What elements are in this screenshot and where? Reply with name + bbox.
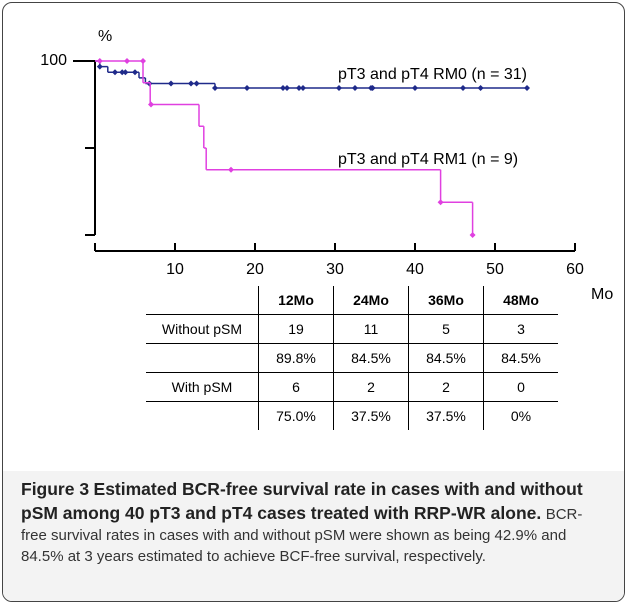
x-tick-label: 50: [486, 261, 504, 278]
table-cell: 0: [483, 372, 558, 402]
censor-mark: [119, 69, 126, 76]
legend-label: pT3 and pT4 RM1 (n = 9): [338, 151, 518, 168]
censor-mark: [300, 84, 306, 91]
table-cell: 84.5%: [333, 343, 409, 373]
caption-text: BCR-free survival rates in cases with an…: [21, 506, 583, 565]
data-table: 12Mo 24Mo 36Mo 48Mo Without pSM 19 11 5 3 89.8% 84…: [146, 286, 558, 430]
y-tick-label: 100: [40, 52, 67, 69]
censor-mark: [96, 58, 103, 64]
censor-mark: [412, 84, 418, 91]
x-tick-label: 20: [246, 261, 264, 278]
table-cell: 19: [258, 314, 334, 344]
censor-mark: [352, 84, 358, 91]
table-row: 89.8% 84.5% 84.5% 84.5%: [146, 343, 558, 373]
header-cell: 48Mo: [483, 286, 558, 315]
table-cell: [146, 401, 259, 430]
table-cell: 11: [333, 314, 409, 344]
censor-mark: [212, 84, 218, 91]
table-row: 75.0% 37.5% 37.5% 0%: [146, 401, 558, 430]
censor-mark: [296, 84, 302, 91]
censor-mark: [524, 84, 530, 91]
censor-mark: [228, 166, 234, 173]
censor-mark: [477, 84, 484, 91]
censor-mark: [122, 69, 129, 76]
x-axis-label: Mo: [591, 286, 613, 303]
table-cell: 37.5%: [333, 401, 409, 430]
table-cell: 84.5%: [408, 343, 484, 373]
censor-mark: [112, 69, 118, 76]
table-cell: 2: [408, 372, 484, 402]
table-cell: Without pSM: [146, 314, 259, 344]
censor-mark: [124, 58, 130, 64]
x-tick-label: 60: [566, 261, 584, 278]
header-cell: 36Mo: [408, 286, 484, 315]
header-cell: [146, 286, 259, 315]
censor-mark: [437, 199, 444, 206]
censor-mark: [96, 63, 103, 70]
table-cell: With pSM: [146, 372, 259, 402]
table-cell: 3: [483, 314, 558, 344]
table-cell: 75.0%: [258, 401, 334, 430]
table-cell: 5: [408, 314, 484, 344]
table-cell: 37.5%: [408, 401, 484, 430]
censor-mark: [460, 84, 466, 91]
censor-mark: [244, 84, 250, 91]
x-tick-label: 10: [166, 261, 184, 278]
censor-mark: [168, 80, 174, 87]
table-cell: 6: [258, 372, 334, 402]
y-axis-label: %: [98, 28, 112, 45]
caption-label: Figure 3: [21, 479, 90, 499]
censor-mark: [132, 69, 138, 76]
caption: Figure 3 Estimated BCR-free survival rat…: [3, 471, 624, 601]
censor-mark: [188, 80, 194, 87]
table-row: Without pSM 19 11 5 3: [146, 314, 558, 344]
legend-label: pT3 and pT4 RM0 (n = 31): [338, 66, 527, 83]
header-cell: 24Mo: [333, 286, 409, 315]
censor-mark: [280, 84, 286, 91]
censor-mark: [469, 232, 476, 238]
censor-mark: [148, 101, 154, 108]
x-tick-label: 30: [326, 261, 344, 278]
censor-mark: [284, 84, 290, 91]
table-cell: 0%: [483, 401, 558, 430]
header-row: 12Mo 24Mo 36Mo 48Mo: [146, 286, 558, 315]
chart: % Mo 100 10 20 30 40 50 60 pT3 and pT4 RM0 (n =…: [40, 28, 613, 303]
caption-title: Estimated BCR-free survival rate in case…: [21, 479, 583, 523]
table-cell: 84.5%: [483, 343, 558, 373]
table-row: With pSM 6 2 2 0: [146, 372, 558, 402]
censor-mark: [193, 80, 200, 87]
header-cell: 12Mo: [258, 286, 334, 315]
censor-mark: [336, 84, 342, 91]
table-cell: 2: [333, 372, 409, 402]
x-tick-label: 40: [406, 261, 424, 278]
table-cell: 89.8%: [258, 343, 334, 373]
censor-mark: [140, 58, 146, 64]
censor-mark: [369, 84, 376, 91]
table-cell: [146, 343, 259, 373]
